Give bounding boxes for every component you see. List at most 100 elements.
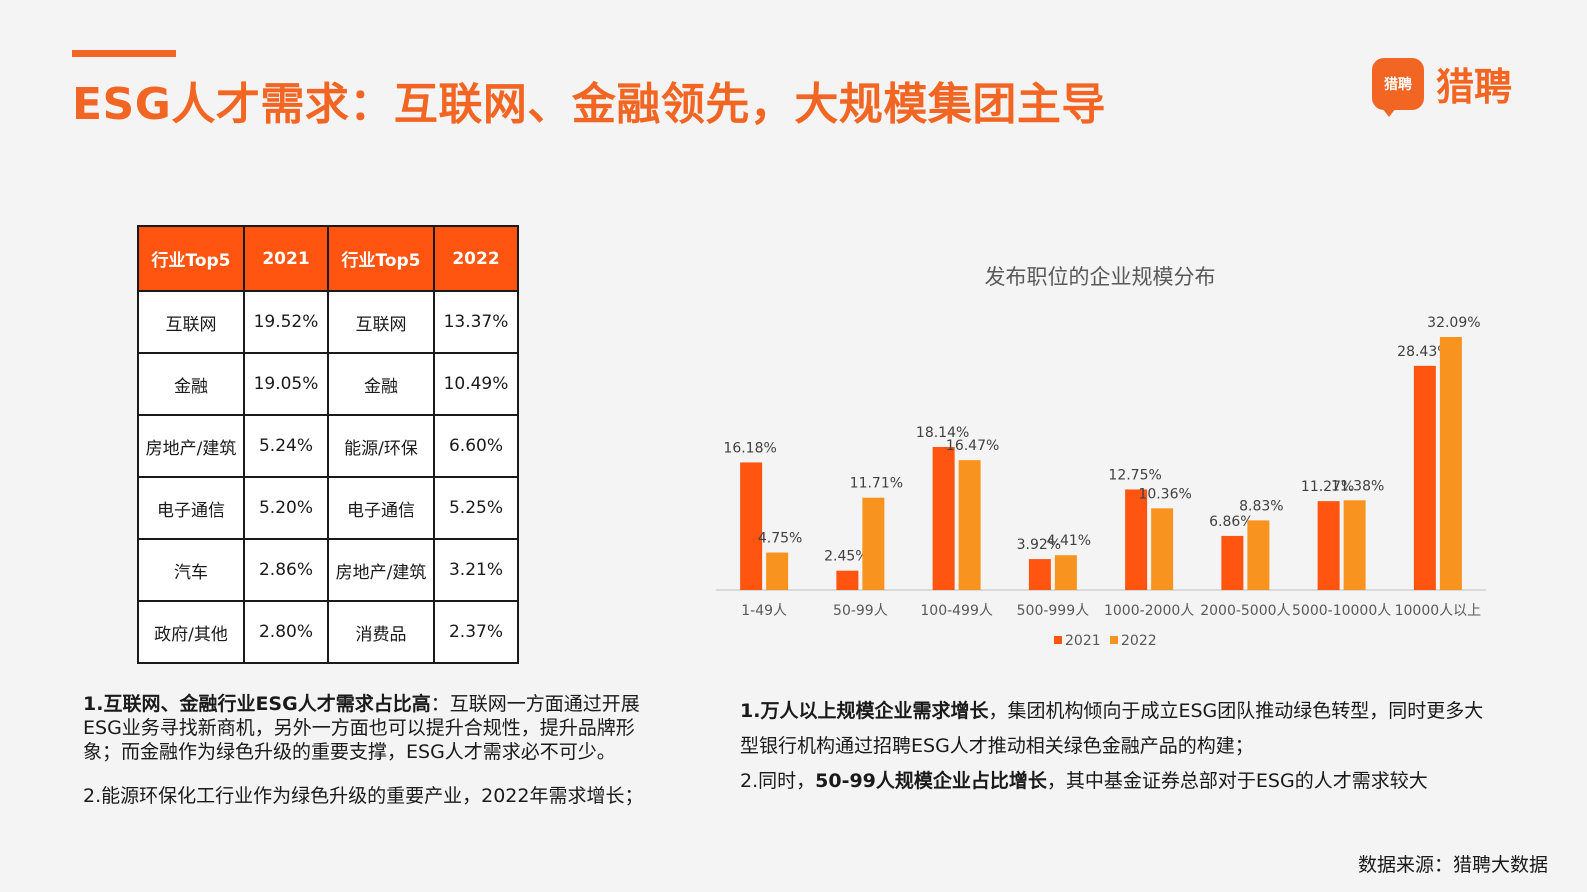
right-note-2-highlight: 50-99人规模企业占比增长 xyxy=(815,770,1047,792)
data-source: 数据来源：猎聘大数据 xyxy=(1358,854,1549,876)
bar-2021 xyxy=(932,446,955,590)
left-notes: 1.互联网、金融行业ESG人才需求占比高：互联网一方面通过开展ESG业务寻找新商… xyxy=(83,692,663,828)
table-header-cell: 2022 xyxy=(433,225,519,292)
bar-2021 xyxy=(836,570,859,590)
table-cell: 10.49% xyxy=(433,352,519,416)
title-accent-bar xyxy=(72,50,176,57)
table-header-cell: 行业Top5 xyxy=(137,225,245,292)
x-tick-label: 2000-5000人 xyxy=(1200,603,1290,619)
data-label-2021: 18.14% xyxy=(916,425,969,441)
table-cell: 电子通信 xyxy=(137,476,245,540)
table-cell: 金融 xyxy=(137,352,245,416)
table-header-cell: 2021 xyxy=(243,225,329,292)
bar-2021 xyxy=(1413,365,1436,590)
right-note-1: 1.万人以上规模企业需求增长，集团机构倾向于成立ESG团队推动绿色转型，同时更多… xyxy=(740,694,1500,764)
industry-top5-table: 行业Top5 2021 行业Top5 2022 互联网 19.52% 互联网 1… xyxy=(137,225,519,664)
chart-title: 发布职位的企业规模分布 xyxy=(985,265,1216,289)
table-cell: 房地产/建筑 xyxy=(137,414,245,478)
left-note-1-highlight: 1.互联网、金融行业ESG人才需求占比高 xyxy=(83,693,431,715)
table-cell: 5.24% xyxy=(243,414,329,478)
bar-2022 xyxy=(1343,500,1366,590)
bar-2022 xyxy=(958,460,981,590)
data-label-2022: 32.09% xyxy=(1427,315,1480,331)
data-label-2021: 6.86% xyxy=(1209,514,1253,530)
table-cell: 19.05% xyxy=(243,352,329,416)
bar-2021 xyxy=(1317,501,1340,590)
bar-2022 xyxy=(1247,520,1270,590)
table-cell: 房地产/建筑 xyxy=(327,538,435,602)
table-header-row: 行业Top5 2021 行业Top5 2022 xyxy=(137,225,519,292)
data-label-2021: 11.27% xyxy=(1301,479,1354,495)
data-label-2021: 3.92% xyxy=(1017,537,1061,553)
company-size-bar-chart: 发布职位的企业规模分布 16.18% 4.75% 1-49人 2.45% 11.71% 50… xyxy=(716,265,1486,649)
bar-2021 xyxy=(1221,535,1244,590)
table-cell: 电子通信 xyxy=(327,476,435,540)
table-cell: 3.21% xyxy=(433,538,519,602)
right-note-2-prefix: 2.同时， xyxy=(740,770,816,792)
table-cell: 金融 xyxy=(327,352,435,416)
x-tick-label: 50-99人 xyxy=(833,603,888,619)
legend-swatch-2022 xyxy=(1110,636,1118,644)
legend-swatch-2021 xyxy=(1054,636,1062,644)
x-tick-label: 1-49人 xyxy=(741,603,787,619)
table-cell: 2.37% xyxy=(433,600,519,664)
bar-2022 xyxy=(862,497,885,590)
table-row: 汽车 2.86% 房地产/建筑 3.21% xyxy=(137,538,519,602)
table-cell: 消费品 xyxy=(327,600,435,664)
data-label-2021: 28.43% xyxy=(1397,344,1450,360)
left-note-1-text: ：互联网一方面通过开展ESG业务寻找新商机，另外一方面也可以提升合规性，提升品牌… xyxy=(83,693,640,763)
table-row: 电子通信 5.20% 电子通信 5.25% xyxy=(137,476,519,540)
table-header-cell: 行业Top5 xyxy=(327,225,435,292)
data-label-2022: 11.38% xyxy=(1331,478,1384,494)
bar-2022 xyxy=(1439,337,1462,590)
table-cell: 5.20% xyxy=(243,476,329,540)
data-label-2021: 2.45% xyxy=(824,549,868,565)
data-label-2022: 4.75% xyxy=(758,531,802,547)
left-note-1: 1.互联网、金融行业ESG人才需求占比高：互联网一方面通过开展ESG业务寻找新商… xyxy=(83,692,663,764)
table-row: 政府/其他 2.80% 消费品 2.37% xyxy=(137,600,519,664)
data-label-2022: 4.41% xyxy=(1047,533,1091,549)
x-tick-label: 10000人以上 xyxy=(1395,603,1482,619)
right-note-2: 2.同时，50-99人规模企业占比增长，其中基金证券总部对于ESG的人才需求较大 xyxy=(740,764,1500,799)
right-note-1-highlight: 1.万人以上规模企业需求增长 xyxy=(740,700,989,722)
table-cell: 2.80% xyxy=(243,600,329,664)
bar-2022 xyxy=(766,552,789,590)
right-note-2-text: ，其中基金证券总部对于ESG的人才需求较大 xyxy=(1046,770,1428,792)
table-cell: 能源/环保 xyxy=(327,414,435,478)
table-cell: 互联网 xyxy=(137,290,245,354)
left-note-2: 2.能源环保化工行业作为绿色升级的重要产业，2022年需求增长； xyxy=(83,785,644,807)
data-label-2022: 11.71% xyxy=(850,476,903,492)
table-row: 互联网 19.52% 互联网 13.37% xyxy=(137,290,519,354)
bar-2022 xyxy=(1054,555,1077,590)
table-cell: 13.37% xyxy=(433,290,519,354)
table-row: 房地产/建筑 5.24% 能源/环保 6.60% xyxy=(137,414,519,478)
right-note-1-text: ，集团机构倾向于成立ESG团队推动绿色转型，同时更多大型银行机构通过招聘ESG人… xyxy=(740,700,1484,757)
table-row: 金融 19.05% 金融 10.49% xyxy=(137,352,519,416)
data-label-2021: 12.75% xyxy=(1108,467,1161,483)
table-cell: 汽车 xyxy=(137,538,245,602)
page-title: ESG人才需求：互联网、金融领先，大规模集团主导 xyxy=(72,79,1106,130)
x-tick-label: 1000-2000人 xyxy=(1104,603,1194,619)
table-cell: 19.52% xyxy=(243,290,329,354)
data-label-2022: 16.47% xyxy=(946,438,999,454)
logo-badge-icon: 猎聘 xyxy=(1372,57,1424,117)
table-cell: 5.25% xyxy=(433,476,519,540)
x-tick-label: 500-999人 xyxy=(1017,603,1090,619)
legend-label-2021: 2021 xyxy=(1065,633,1101,649)
liepin-logo: 猎聘 猎聘 xyxy=(1372,56,1513,117)
table-cell: 互联网 xyxy=(327,290,435,354)
table-cell: 6.60% xyxy=(433,414,519,478)
x-tick-label: 5000-10000人 xyxy=(1292,603,1391,619)
right-notes: 1.万人以上规模企业需求增长，集团机构倾向于成立ESG团队推动绿色转型，同时更多… xyxy=(740,694,1500,799)
legend-label-2022: 2022 xyxy=(1121,633,1157,649)
table-cell: 政府/其他 xyxy=(137,600,245,664)
logo-text: 猎聘 xyxy=(1436,65,1513,109)
data-label-2021: 16.18% xyxy=(723,440,776,456)
x-tick-label: 100-499人 xyxy=(920,603,993,619)
data-label-2022: 10.36% xyxy=(1138,486,1191,502)
data-label-2022: 8.83% xyxy=(1239,498,1283,514)
bar-2021 xyxy=(740,462,763,590)
table-cell: 2.86% xyxy=(243,538,329,602)
bar-2022 xyxy=(1151,508,1174,590)
bar-2021 xyxy=(1028,559,1051,590)
